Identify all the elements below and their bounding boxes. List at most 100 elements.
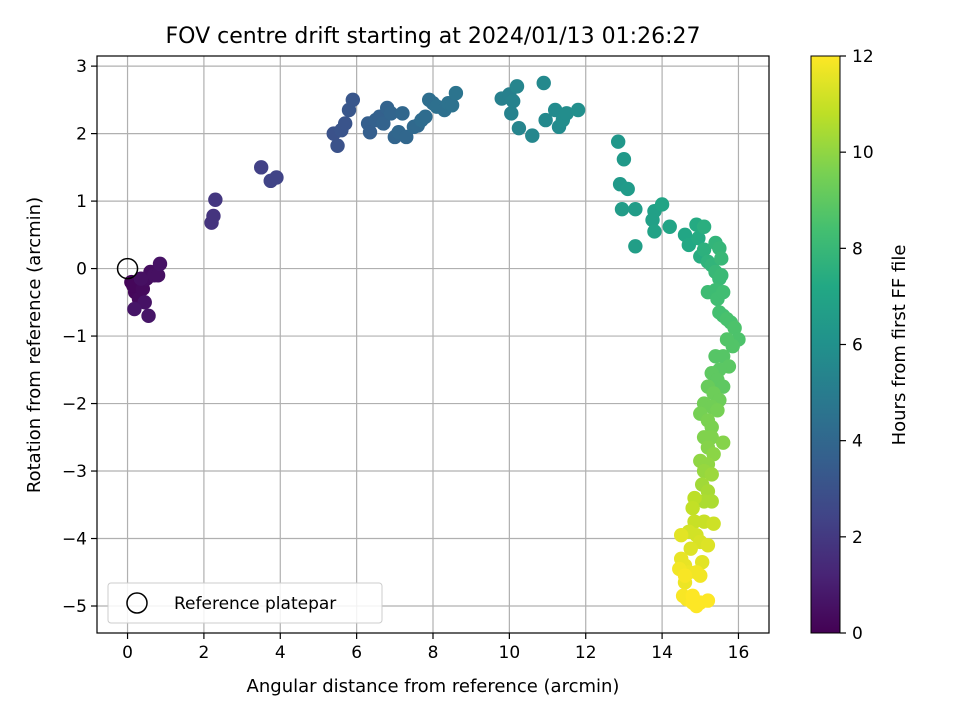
colorbar: 0 2 4 6 8 10 12 Hours from first FF file [810,47,910,644]
y-tick-label: −3 [62,462,87,482]
scatter-point [645,212,660,228]
x-tick-label: 16 [728,643,750,663]
scatter-point [700,593,716,608]
scatter-point [714,268,729,283]
y-tick-label: 2 [76,125,87,145]
scatter-point [719,332,735,347]
scatter-point [704,419,719,435]
scatter-point [141,308,156,324]
scatter-point [362,125,378,140]
scatter-point [691,231,706,246]
scatter-point [536,75,551,91]
scatter-point [253,160,269,175]
colorbar-ticks: 0 2 4 6 8 10 12 [840,47,874,644]
colorbar-tick-label: 6 [852,336,863,356]
scatter-point [208,192,223,207]
scatter-point [685,500,700,516]
scatter-point [525,128,540,143]
scatter-point [696,242,712,257]
x-axis-label: Angular distance from reference (arcmin) [247,676,620,697]
scatter-point [677,568,693,583]
scatter-point [715,435,731,450]
legend-marker-reference [126,592,148,614]
y-tick-label: 3 [76,57,87,77]
scatter-point [715,284,731,300]
scatter-point [133,271,149,286]
scatter-point [662,219,677,234]
scatter-point [137,295,152,310]
scatter-point [505,94,521,109]
scatter-point [620,181,635,197]
scatter-point [706,516,721,531]
scatter-point [654,197,670,212]
scatter-point [206,208,221,224]
scatter-point [127,301,142,317]
scatter-point [152,256,168,272]
scatter-point [727,320,742,336]
reference-marker [116,257,139,280]
scatter-point [547,102,563,118]
scatter-point [616,152,632,167]
y-tick-label: −2 [62,395,87,415]
scatter-point [150,268,166,283]
scatter-point [700,538,716,553]
colorbar-gradient [810,55,841,634]
x-tick-label: 14 [651,643,673,663]
colorbar-tick-label: 10 [852,143,874,163]
grid-lines [97,56,769,633]
scatter-point [504,106,519,121]
y-tick-label: −4 [62,530,87,550]
scatter-point [610,134,626,149]
scatter-point [509,79,525,94]
legend: Reference platepar [107,582,383,624]
scatter-point [538,112,553,128]
x-tick-label: 12 [575,643,597,663]
colorbar-tick-label: 0 [852,624,863,644]
scatter-point [714,251,729,266]
colorbar-tick-label: 12 [852,47,874,67]
scatter-point [696,219,712,234]
scatter-point [395,106,410,121]
x-tick-label: 4 [275,643,286,663]
chart-title: FOV centre drift starting at 2024/01/13 … [166,24,701,49]
scatter-point [269,170,284,185]
scatter-point [330,138,345,153]
scatter-point [448,85,464,101]
legend-entry-reference: Reference platepar [174,594,336,614]
scatter-point [418,109,433,124]
scatter-point [685,588,700,604]
scatter-point [511,121,527,136]
y-tick-label: −1 [62,327,87,347]
scatter-point [345,92,361,108]
scatter-point [559,106,574,121]
scatter-point [710,403,725,418]
scatter-point [683,541,698,556]
x-tick-label: 0 [122,643,133,663]
colorbar-tick-label: 4 [852,432,863,452]
scatter-point [628,239,643,254]
y-tick-label: −5 [62,597,87,617]
scatter-point [704,467,719,482]
scatter-points [124,75,746,614]
colorbar-tick-label: 2 [852,528,863,548]
x-tick-label: 6 [351,643,362,663]
scatter-point [614,201,630,217]
scatter-point [673,527,689,543]
colorbar-label: Hours from first FF file [889,245,910,446]
scatter-point [444,98,460,113]
y-tick-label: 1 [76,192,87,212]
scatter-point [337,116,353,131]
colorbar-tick-label: 8 [852,239,863,259]
x-tick-label: 8 [428,643,439,663]
legend-box [107,582,383,624]
scatter-point [628,201,643,217]
scatter-point [647,224,662,239]
y-tick-label: 0 [76,260,87,280]
scatter-point [399,129,414,145]
scatter-point [693,568,708,583]
y-axis-label: Rotation from reference (arcmin) [24,197,45,493]
scatter-point [376,116,391,131]
